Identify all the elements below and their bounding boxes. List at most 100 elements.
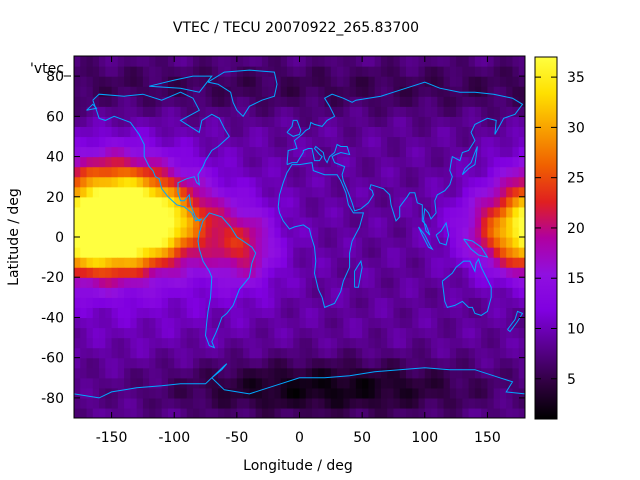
heatmap-cell (418, 86, 426, 97)
heatmap-cell (86, 116, 94, 127)
heatmap-cell (462, 347, 470, 359)
heatmap-cell (399, 307, 407, 319)
heatmap-cell (405, 116, 413, 127)
heatmap-cell (274, 116, 282, 127)
y-tick-label: -20 (41, 270, 64, 286)
heatmap-cell (399, 106, 407, 117)
heatmap-cell (149, 96, 157, 107)
heatmap-cell (506, 206, 514, 218)
heatmap-cell (174, 377, 182, 389)
heatmap-cell (105, 146, 113, 158)
heatmap-cell (280, 156, 288, 168)
heatmap-cell (274, 267, 282, 278)
heatmap-cell (368, 317, 376, 329)
heatmap-cell (230, 367, 238, 379)
heatmap-cell (130, 247, 138, 258)
heatmap-cell (161, 267, 169, 278)
heatmap-cell (343, 186, 351, 198)
heatmap-cell (211, 176, 219, 188)
heatmap-cell (456, 166, 463, 178)
heatmap-cell (305, 56, 313, 67)
heatmap-cell (149, 257, 157, 268)
heatmap-cell (499, 327, 507, 339)
heatmap-cell (318, 287, 326, 298)
heatmap-cell (362, 327, 369, 339)
heatmap-cell (199, 196, 207, 208)
heatmap-cell (86, 126, 94, 138)
heatmap-cell (167, 146, 175, 158)
heatmap-cell (456, 367, 463, 379)
heatmap-cell (224, 206, 232, 218)
heatmap-cell (368, 297, 376, 308)
heatmap-cell (506, 56, 514, 67)
heatmap-cell (443, 257, 451, 268)
heatmap-cell (174, 216, 182, 228)
heatmap-cell (512, 166, 520, 178)
heatmap-cell (362, 86, 369, 97)
heatmap-cell (199, 347, 207, 359)
heatmap-cell (230, 327, 238, 339)
heatmap-cell (286, 377, 294, 389)
heatmap-cell (443, 76, 451, 87)
heatmap-cell (512, 106, 520, 117)
heatmap-cell (506, 297, 514, 308)
heatmap-cell (474, 297, 482, 308)
heatmap-cell (330, 216, 338, 228)
heatmap-cell (99, 277, 106, 288)
heatmap-cell (368, 106, 376, 117)
heatmap-cell (330, 377, 338, 389)
heatmap-cell (261, 247, 269, 258)
heatmap-cell (305, 226, 313, 238)
heatmap-cell (362, 106, 369, 117)
heatmap-cell (199, 267, 207, 278)
heatmap-cell (405, 297, 413, 308)
heatmap-cell (180, 317, 188, 329)
heatmap-cell (142, 357, 150, 369)
heatmap-cell (431, 146, 438, 158)
heatmap-cell (249, 357, 257, 369)
heatmap-cell (456, 397, 463, 409)
heatmap-cell (355, 126, 363, 138)
heatmap-cell (443, 367, 451, 379)
heatmap-cell (499, 156, 507, 168)
heatmap-cell (456, 216, 463, 228)
heatmap-cell (136, 407, 144, 418)
heatmap-cell (362, 216, 369, 228)
heatmap-cell (293, 277, 301, 288)
heatmap-cell (286, 277, 294, 288)
heatmap-cell (481, 66, 489, 77)
heatmap-cell (343, 136, 351, 148)
heatmap-cell (211, 337, 219, 349)
heatmap-cell (380, 146, 388, 158)
heatmap-cell (186, 86, 194, 97)
heatmap-cell (462, 66, 470, 77)
heatmap-cell (499, 166, 507, 178)
heatmap-cell (305, 76, 313, 87)
heatmap-cell (355, 226, 363, 238)
heatmap-cell (399, 407, 407, 418)
heatmap-cell (362, 347, 369, 359)
heatmap-cell (74, 337, 81, 349)
heatmap-cell (205, 216, 213, 228)
heatmap-cell (424, 397, 432, 409)
heatmap-cell (431, 397, 438, 409)
heatmap-cell (493, 377, 501, 389)
heatmap-cell (255, 347, 263, 359)
heatmap-cell (318, 216, 326, 228)
heatmap-cell (305, 317, 313, 329)
heatmap-cell (312, 216, 319, 228)
heatmap-cell (299, 407, 307, 418)
heatmap-cell (99, 307, 106, 319)
heatmap-cell (493, 116, 501, 127)
heatmap-cell (324, 96, 332, 107)
heatmap-cell (349, 277, 357, 288)
heatmap-cell (437, 106, 445, 117)
heatmap-cell (205, 156, 213, 168)
heatmap-cell (92, 317, 100, 329)
heatmap-cell (380, 277, 388, 288)
heatmap-cell (493, 186, 501, 198)
heatmap-cell (337, 397, 344, 409)
heatmap-cell (280, 347, 288, 359)
heatmap-cell (193, 377, 200, 389)
